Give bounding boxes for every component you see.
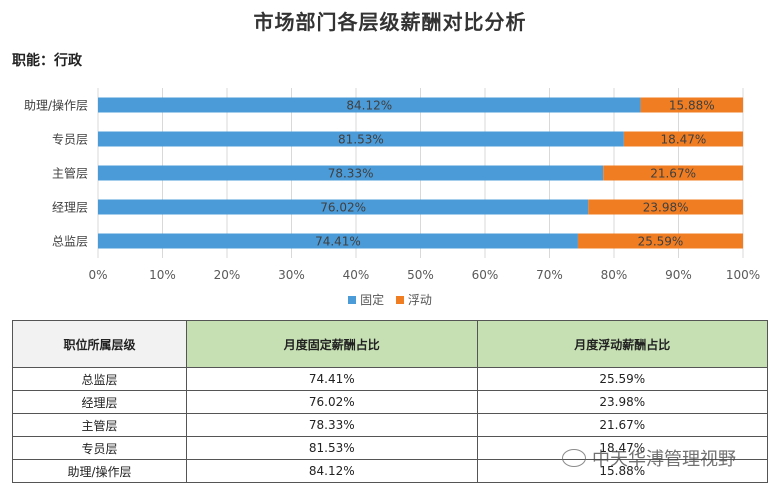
- table-cell-level: 专员层: [12, 436, 187, 460]
- table-row: 专员层 81.53% 18.47%: [12, 436, 768, 460]
- table-cell-floating: 18.47%: [476, 436, 768, 460]
- table-cell-floating: 15.88%: [476, 459, 768, 483]
- bar-segment-floating: [640, 97, 743, 113]
- legend-label-floating: 浮动: [407, 293, 432, 307]
- x-tick-label: 90%: [665, 268, 692, 282]
- data-label-fixed: 78.33%: [328, 167, 374, 181]
- x-tick-label: 100%: [726, 268, 760, 282]
- bar-segment-fixed: [98, 165, 604, 181]
- data-label-floating: 15.88%: [669, 99, 715, 113]
- table-cell-fixed: 78.33%: [186, 413, 478, 437]
- legend-item-fixed: 固定: [348, 291, 384, 308]
- chart-legend: 固定 浮动: [0, 291, 780, 308]
- bar-segment-fixed: [98, 233, 578, 249]
- legend-item-floating: 浮动: [395, 291, 432, 308]
- table-cell-fixed: 84.12%: [186, 459, 478, 483]
- wechat-icon: [562, 449, 586, 467]
- x-tick-label: 60%: [472, 268, 499, 282]
- table-cell-floating: 23.98%: [476, 390, 768, 414]
- table-row: 助理/操作层 84.12% 15.88%: [12, 459, 768, 483]
- chart-title: 市场部门各层级薪酬对比分析: [253, 10, 527, 34]
- table-cell-floating: 25.59%: [476, 367, 768, 391]
- table-cell-floating: 21.67%: [476, 413, 768, 437]
- bar-segment-floating: [603, 165, 743, 181]
- x-tick-label: 80%: [601, 268, 628, 282]
- data-label-floating: 21.67%: [650, 167, 696, 181]
- table-header-row: 职位所属层级 月度固定薪酬占比 月度浮动薪酬占比: [12, 320, 768, 368]
- x-tick-label: 50%: [407, 268, 434, 282]
- x-tick-label: 0%: [88, 268, 107, 282]
- bar-segment-floating: [577, 233, 743, 249]
- chart-subtitle: 职能：行政: [12, 53, 82, 69]
- x-tick-label: 40%: [343, 268, 370, 282]
- salary-ratio-table: 职位所属层级 月度固定薪酬占比 月度浮动薪酬占比 总监层 74.41% 25.5…: [12, 320, 768, 483]
- table-cell-fixed: 76.02%: [186, 390, 478, 414]
- table-cell-level: 总监层: [12, 367, 187, 391]
- data-label-fixed: 81.53%: [338, 133, 384, 147]
- table-cell-level: 经理层: [12, 390, 187, 414]
- data-label-floating: 18.47%: [661, 133, 707, 147]
- category-label: 总监层: [52, 235, 88, 249]
- category-label: 主管层: [52, 166, 88, 181]
- table-row: 总监层 74.41% 25.59%: [12, 367, 768, 391]
- table-header-floating: 月度浮动薪酬占比: [476, 320, 768, 368]
- x-tick-label: 30%: [278, 268, 305, 282]
- category-label: 专员层: [52, 132, 88, 147]
- x-tick-label: 20%: [214, 268, 241, 282]
- table-cell-level: 主管层: [12, 413, 187, 437]
- bar-segment-fixed: [98, 131, 624, 147]
- x-tick-label: 70%: [536, 268, 563, 282]
- table-row: 经理层 76.02% 23.98%: [12, 390, 768, 414]
- data-label-fixed: 74.41%: [315, 235, 361, 249]
- table-cell-level: 助理/操作层: [12, 459, 187, 483]
- category-label: 助理/操作层: [24, 98, 88, 113]
- bar-segment-floating: [588, 199, 743, 215]
- legend-swatch-floating: [395, 295, 404, 304]
- table-header-level: 职位所属层级: [12, 320, 187, 368]
- bar-segment-fixed: [98, 199, 589, 215]
- x-tick-label: 10%: [149, 268, 176, 282]
- data-label-floating: 25.59%: [638, 235, 684, 249]
- legend-swatch-fixed: [348, 295, 357, 304]
- legend-label-fixed: 固定: [360, 293, 385, 307]
- stacked-bar-chart: 0% 10% 20% 30% 40% 50% 60% 70% 80% 90% 100% 助理/操作层 8…: [24, 88, 760, 282]
- data-label-fixed: 76.02%: [320, 201, 366, 215]
- data-label-floating: 23.98%: [643, 201, 689, 215]
- data-label-fixed: 84.12%: [346, 99, 392, 113]
- watermark-text: 中天华溥管理视野: [592, 449, 736, 470]
- table-cell-fixed: 74.41%: [186, 367, 478, 391]
- watermark: 中天华溥管理视野: [562, 445, 736, 471]
- bar-segment-fixed: [98, 97, 641, 113]
- category-label: 经理层: [52, 201, 88, 215]
- table-row: 主管层 78.33% 21.67%: [12, 413, 768, 437]
- table-header-fixed: 月度固定薪酬占比: [186, 320, 478, 368]
- table-cell-fixed: 81.53%: [186, 436, 478, 460]
- bar-segment-floating: [623, 131, 743, 147]
